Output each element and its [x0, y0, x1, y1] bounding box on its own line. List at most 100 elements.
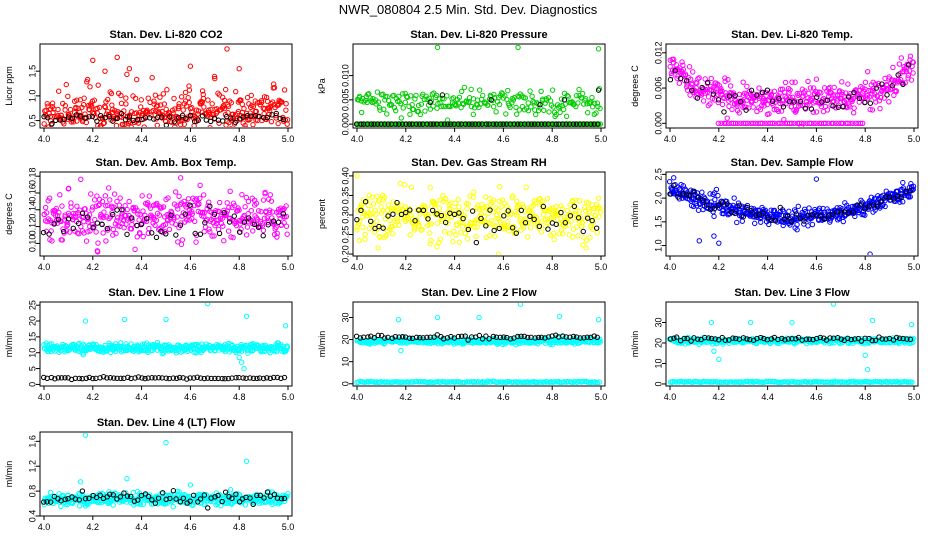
data-point	[813, 120, 819, 127]
data-point	[501, 213, 507, 219]
outlier-point	[354, 173, 360, 179]
data-point	[273, 224, 279, 230]
data-point	[556, 121, 562, 127]
data-point	[538, 334, 545, 340]
data-point	[398, 215, 405, 221]
data-point	[456, 239, 463, 245]
data-point	[216, 208, 222, 215]
data-point	[476, 206, 482, 213]
data-point	[102, 104, 109, 111]
data-point	[175, 115, 182, 121]
data-point	[687, 92, 693, 98]
data-point	[75, 341, 81, 347]
data-point	[168, 212, 174, 218]
data-point	[549, 121, 556, 127]
data-point	[441, 121, 448, 127]
data-point	[838, 209, 844, 215]
data-point	[134, 207, 140, 214]
data-point	[406, 335, 413, 341]
data-point	[528, 104, 534, 110]
series-main	[41, 303, 291, 372]
series-secondary	[354, 332, 600, 343]
data-point	[840, 104, 846, 110]
data-point	[360, 224, 366, 231]
data-point	[366, 225, 373, 232]
data-point	[244, 94, 251, 101]
data-point	[176, 193, 182, 199]
data-point	[573, 334, 580, 340]
data-point	[867, 100, 874, 106]
data-point	[55, 106, 61, 113]
data-point	[865, 206, 872, 212]
data-point	[434, 244, 440, 250]
data-point	[114, 115, 120, 122]
data-point	[174, 214, 180, 220]
data-point	[163, 375, 169, 381]
data-point	[729, 106, 735, 113]
data-point	[699, 84, 705, 91]
data-point	[119, 207, 125, 213]
data-point	[256, 375, 263, 381]
data-point	[393, 107, 399, 114]
data-point	[845, 81, 851, 87]
data-point	[247, 116, 253, 123]
data-point	[224, 200, 230, 206]
data-point	[268, 198, 275, 204]
outlier-point	[126, 66, 133, 72]
data-point	[481, 204, 487, 211]
data-point	[196, 201, 202, 207]
data-point	[208, 375, 214, 382]
data-point	[516, 107, 523, 113]
data-point	[891, 196, 897, 202]
data-point	[114, 207, 120, 213]
data-point	[104, 375, 110, 381]
data-point	[99, 221, 105, 228]
data-point	[436, 239, 442, 246]
data-point	[164, 87, 170, 93]
data-point	[801, 120, 807, 127]
data-point	[181, 198, 187, 205]
data-point	[671, 182, 677, 188]
data-point	[204, 375, 211, 381]
data-point	[110, 226, 116, 233]
data-point	[280, 211, 286, 217]
data-point	[399, 91, 406, 97]
data-point	[398, 211, 405, 218]
x-tick-label: 4.4	[448, 392, 461, 402]
data-point	[718, 86, 724, 92]
data-point	[581, 335, 587, 341]
data-point	[481, 379, 488, 385]
data-point	[580, 121, 587, 127]
data-point	[545, 226, 551, 232]
data-point	[851, 105, 857, 111]
data-point	[48, 374, 55, 381]
data-point	[496, 225, 502, 232]
data-point	[64, 134, 68, 138]
data-point	[427, 106, 434, 112]
plot-frame	[352, 301, 606, 387]
data-point	[481, 218, 488, 224]
data-point	[73, 210, 79, 217]
data-point	[679, 59, 685, 65]
data-point	[715, 120, 722, 127]
data-point	[187, 202, 193, 208]
data-point	[594, 230, 600, 236]
data-point	[845, 120, 851, 127]
data-point	[62, 130, 66, 134]
data-point	[243, 232, 250, 238]
data-point	[537, 105, 543, 111]
series-main	[41, 175, 290, 255]
outlier-point	[65, 186, 72, 192]
data-point	[371, 335, 377, 341]
data-point	[455, 121, 461, 127]
data-point	[580, 242, 586, 248]
data-point	[255, 224, 262, 231]
data-point	[221, 237, 227, 244]
data-point	[238, 226, 244, 232]
data-point	[374, 89, 381, 95]
data-point	[275, 120, 281, 127]
data-point	[875, 80, 882, 87]
data-point	[236, 374, 242, 381]
data-point	[862, 99, 868, 106]
data-point	[383, 233, 389, 239]
